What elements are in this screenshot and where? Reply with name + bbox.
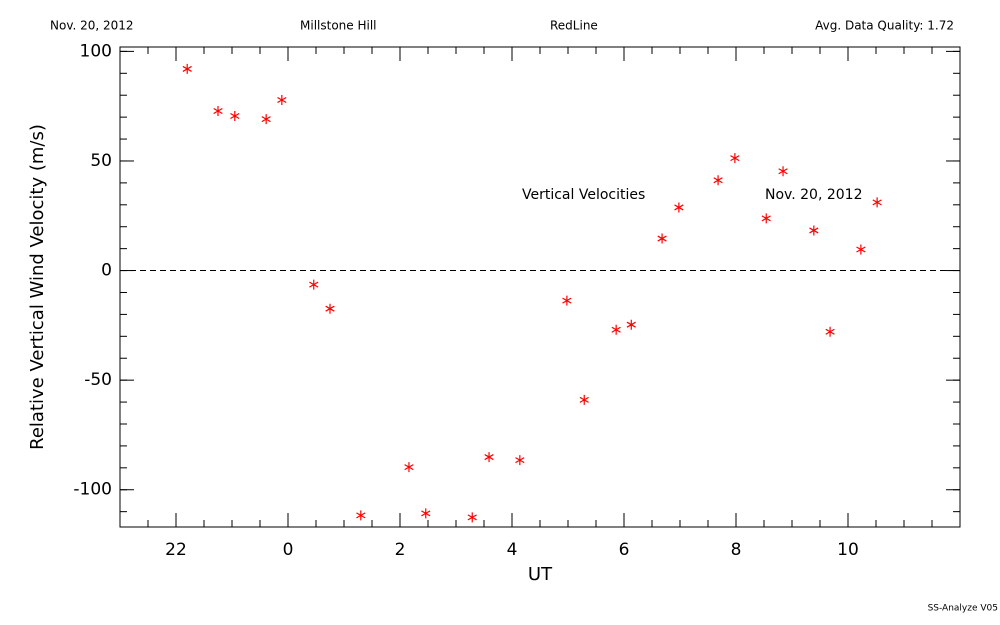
data-point — [484, 452, 494, 463]
data-point — [309, 279, 319, 290]
header-line: RedLine — [550, 19, 598, 33]
data-point — [515, 455, 525, 466]
y-tick-label: -100 — [73, 480, 112, 500]
y-tick-label: -50 — [84, 370, 112, 390]
asterisk — [809, 225, 819, 236]
header-site: Millstone Hill — [300, 19, 376, 33]
asterisk — [626, 319, 636, 330]
asterisk — [872, 197, 882, 208]
y-tick-label: 0 — [101, 261, 112, 281]
asterisk — [778, 166, 788, 177]
asterisk — [484, 452, 494, 463]
header-date: Nov. 20, 2012 — [50, 19, 134, 33]
asterisk — [467, 512, 477, 523]
data-point — [626, 319, 636, 330]
asterisk — [562, 295, 572, 306]
asterisk — [761, 213, 771, 224]
x-tick-label: 2 — [395, 540, 406, 560]
data-point — [467, 512, 477, 523]
asterisk — [182, 63, 192, 74]
y-axis-label: Relative Vertical Wind Velocity (m/s) — [27, 124, 48, 450]
data-point — [674, 202, 684, 213]
plot-frame — [119, 46, 961, 528]
data-point — [872, 197, 882, 208]
data-point — [421, 508, 431, 519]
y-tick-label: 100 — [80, 41, 112, 61]
annotation: Nov. 20, 2012 — [765, 187, 862, 203]
data-point — [277, 95, 287, 106]
asterisk — [404, 462, 414, 473]
data-point — [730, 153, 740, 164]
x-tick-label: 4 — [507, 540, 518, 560]
asterisk — [261, 114, 271, 125]
data-point — [325, 303, 335, 314]
asterisk — [213, 106, 223, 116]
data-point — [356, 510, 366, 521]
data-point — [230, 111, 240, 122]
data-point — [213, 106, 223, 116]
data-point — [761, 213, 771, 224]
x-tick-label: 0 — [283, 540, 294, 560]
x-tick-label: 22 — [165, 540, 187, 560]
asterisk — [611, 324, 621, 335]
data-point — [404, 462, 414, 473]
y-tick-label: 50 — [90, 151, 112, 171]
asterisk — [356, 510, 366, 521]
data-point — [825, 326, 835, 337]
asterisk — [325, 303, 335, 314]
asterisk — [674, 202, 684, 213]
x-tick-label: 6 — [619, 540, 630, 560]
footer: SS-Analyze V05 — [928, 604, 998, 614]
data-point — [856, 244, 866, 255]
data-point — [562, 295, 572, 306]
header-quality: Avg. Data Quality: 1.72 — [815, 19, 954, 33]
asterisk — [421, 508, 431, 519]
data-point — [809, 225, 819, 236]
data-point — [261, 114, 271, 125]
asterisk — [713, 175, 723, 186]
data-point — [611, 324, 621, 335]
data-point — [778, 166, 788, 177]
asterisk — [230, 111, 240, 122]
asterisk — [515, 455, 525, 466]
asterisk — [856, 244, 866, 255]
asterisk — [277, 95, 287, 106]
asterisk — [825, 326, 835, 337]
data-point — [713, 175, 723, 186]
data-point — [579, 394, 589, 405]
asterisk — [579, 394, 589, 405]
asterisk — [309, 279, 319, 290]
annotation: Vertical Velocities — [522, 187, 645, 203]
asterisk — [730, 153, 740, 164]
x-tick-label: 10 — [837, 540, 859, 560]
data-point — [182, 63, 192, 74]
x-tick-label: 8 — [731, 540, 742, 560]
x-axis-label: UT — [528, 564, 553, 585]
asterisk — [657, 233, 667, 244]
data-point — [657, 233, 667, 244]
